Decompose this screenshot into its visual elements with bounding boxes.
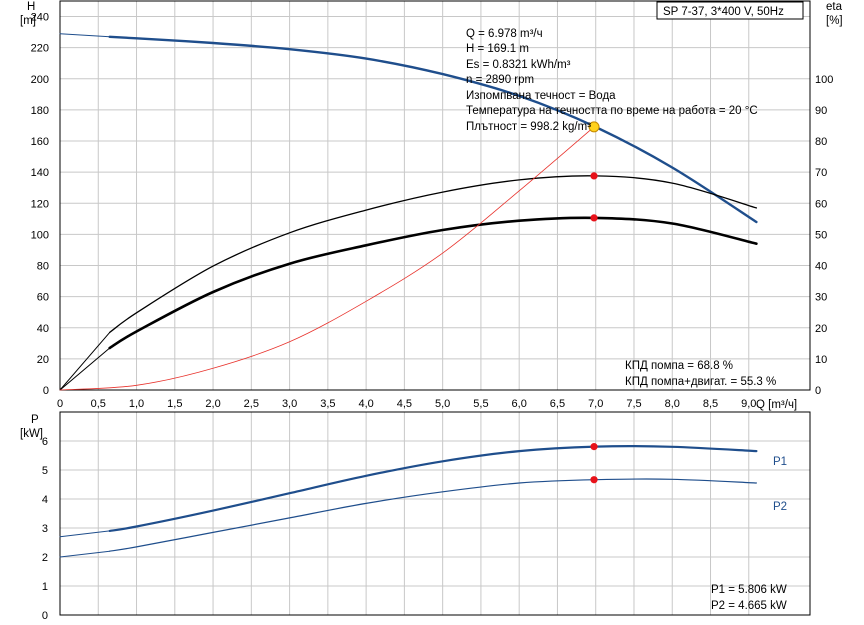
curve-eta-pump-extrapolated	[59, 331, 111, 391]
legend-p1: P1	[773, 456, 787, 468]
x-tick-label: 5,5	[473, 398, 488, 410]
curve-P1	[108, 445, 758, 532]
p-tick-label: 1	[42, 581, 48, 593]
curve-P1-extrapolated	[59, 530, 111, 538]
duty-point-marker	[588, 121, 600, 133]
x-tick-label: 6,0	[512, 398, 527, 410]
p-tick-label: 5	[42, 465, 48, 477]
head-chart-series	[59, 33, 758, 391]
eta-tick-label: 80	[815, 136, 827, 148]
annotation-liquid: Изпомпвана течност = Вода	[466, 90, 616, 102]
x-tick-label: 6,5	[550, 398, 565, 410]
p-tick-label: 3	[42, 523, 48, 535]
x-tick-label: 0	[57, 398, 63, 410]
h-tick-label: 160	[31, 136, 49, 148]
eta-tick-label: 10	[815, 354, 827, 366]
p-axis-label: P	[31, 414, 39, 426]
eta-tick-label: 50	[815, 229, 827, 241]
eta-tick-label: 30	[815, 292, 827, 304]
h-tick-label: 220	[31, 43, 49, 55]
x-tick-label: 2,5	[244, 398, 259, 410]
h-tick-label: 40	[37, 323, 49, 335]
h-tick-label: 120	[31, 198, 49, 210]
annotation-q: Q = 6.978 m³/ч	[466, 28, 543, 40]
x-tick-label: 7,0	[588, 398, 603, 410]
pump-efficiency-note: КПД помпа = 68.8 %	[625, 360, 733, 372]
p1-value-note: P1 = 5.806 kW	[711, 584, 787, 596]
curve-eta-pump	[109, 175, 758, 334]
x-tick-label: 3,0	[282, 398, 297, 410]
annotation-n: n = 2890 rpm	[466, 74, 534, 86]
eta-axis-unit: [%]	[826, 15, 843, 27]
power-chart-series	[59, 443, 758, 558]
h-tick-label: 180	[31, 105, 49, 117]
curve-system-curve	[59, 126, 595, 391]
p-tick-label: 6	[42, 436, 48, 448]
h-tick-label: 80	[37, 261, 49, 273]
legend-p2: P2	[773, 501, 787, 513]
annotation-es: Es = 0.8321 kWh/m³	[466, 59, 571, 71]
curve-P2	[109, 478, 757, 552]
chart-title-box	[656, 1, 804, 20]
curve-eta-total	[108, 216, 758, 350]
q-axis-label: Q [m³/ч]	[756, 399, 797, 411]
efficiency-duty-marker	[590, 172, 598, 180]
p-tick-label: 4	[42, 494, 48, 506]
total-efficiency-note: КПД помпа+двигат. = 55.3 %	[625, 376, 776, 388]
annotation-density: Плътност = 998.2 kg/m³	[466, 121, 591, 133]
p-tick-label: 2	[42, 552, 48, 564]
h-tick-label: 140	[31, 167, 49, 179]
head-chart-ticks: 0 0,5 1,0 1,5 2,0 2,5 3,0 3,5 4,0 4,5 5,0 5,5 6,0 6,5…	[31, 12, 834, 410]
x-tick-label: 4,0	[358, 398, 373, 410]
eta-tick-label: 0	[815, 385, 821, 397]
eta-tick-label: 40	[815, 261, 827, 273]
x-tick-label: 8,5	[703, 398, 718, 410]
eta-tick-label: 90	[815, 105, 827, 117]
h-tick-label: 0	[43, 385, 49, 397]
h-axis-unit: [m]	[20, 15, 36, 27]
head-chart-grid	[59, 1, 810, 391]
head-chart-frame	[59, 0, 811, 391]
x-tick-label: 1,0	[129, 398, 144, 410]
h-tick-label: 240	[31, 12, 49, 24]
x-tick-label: 8,0	[665, 398, 680, 410]
eta-tick-label: 60	[815, 198, 827, 210]
p2-value-note: P2 = 4.665 kW	[711, 600, 787, 612]
eta-tick-label: 100	[815, 74, 833, 86]
x-tick-label: 0,5	[91, 398, 106, 410]
x-tick-label: 2,0	[205, 398, 220, 410]
x-tick-label: 9,0	[741, 398, 756, 410]
power-duty-marker	[590, 443, 598, 451]
annotation-temperature: Температура на течността по време на раб…	[466, 105, 758, 117]
x-tick-label: 5,0	[435, 398, 450, 410]
x-tick-label: 7,5	[626, 398, 641, 410]
power-duty-marker	[590, 476, 598, 484]
chart-title: SP 7-37, 3*400 V, 50Hz	[663, 6, 784, 18]
curve-P2-extrapolated	[59, 550, 111, 558]
h-axis-label: H	[27, 1, 35, 13]
annotation-h: H = 169.1 m	[466, 43, 529, 55]
h-tick-label: 20	[37, 354, 49, 366]
x-tick-label: 4,5	[397, 398, 412, 410]
curve-H-extrapolated	[59, 33, 111, 38]
h-tick-label: 200	[31, 74, 49, 86]
power-chart-grid	[59, 412, 810, 616]
efficiency-duty-marker	[590, 214, 598, 222]
eta-tick-label: 70	[815, 167, 827, 179]
curve-eta-total-extrapolated	[59, 347, 111, 391]
curve-H	[108, 35, 758, 224]
eta-tick-label: 20	[815, 323, 827, 335]
eta-axis-label: eta	[826, 1, 843, 13]
x-tick-label: 1,5	[167, 398, 182, 410]
power-chart-frame	[59, 411, 811, 616]
p-tick-label: 0	[42, 610, 48, 622]
x-tick-label: 3,5	[320, 398, 335, 410]
h-tick-label: 60	[37, 292, 49, 304]
p-axis-unit: [kW]	[20, 428, 43, 440]
power-chart-ticks: 0 1 2 3 4 5 6	[42, 436, 48, 622]
h-tick-label: 100	[31, 229, 49, 241]
